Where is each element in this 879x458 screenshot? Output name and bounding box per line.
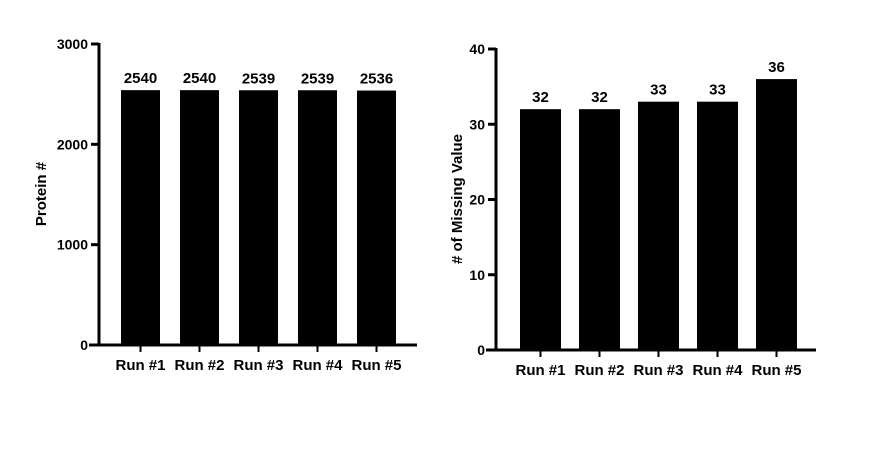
data-label-5: 36 — [768, 59, 785, 76]
bar-1 — [520, 109, 561, 350]
bar-4 — [697, 101, 738, 350]
y-axis-title: Protein # — [33, 161, 50, 226]
bar-2 — [579, 109, 620, 350]
bar-3 — [638, 101, 679, 350]
data-label-3: 33 — [650, 82, 667, 99]
data-label-1: 2540 — [124, 70, 157, 87]
y-tick-label-5: 40 — [469, 41, 485, 57]
x-tick-label-4: Run #4 — [292, 357, 343, 374]
bar-4 — [298, 90, 337, 346]
y-tick-label-3: 2000 — [57, 136, 88, 152]
data-label-2: 2540 — [183, 70, 216, 87]
data-label-4: 2539 — [301, 70, 334, 87]
x-tick-label-3: Run #3 — [633, 362, 683, 379]
missing-value-chart: # of Missing Value 32 Run #1 32 Run #2 33 Run… — [449, 41, 816, 379]
x-tick-label-5: Run #5 — [751, 362, 801, 379]
y-tick-label-4: 3000 — [57, 36, 88, 52]
data-label-4: 33 — [709, 82, 726, 99]
x-tick-label-1: Run #1 — [115, 357, 165, 374]
bar-2 — [180, 90, 219, 345]
bar-1 — [121, 90, 160, 345]
y-axis-title: # of Missing Value — [449, 134, 466, 264]
x-tick-label-3: Run #3 — [233, 357, 283, 374]
y-tick-label-4: 30 — [469, 116, 485, 132]
data-label-5: 2536 — [360, 71, 393, 88]
bar-3 — [239, 90, 278, 346]
y-tick-label-2: 1000 — [57, 237, 88, 253]
y-tick-label-1: 0 — [477, 342, 485, 358]
x-tick-label-1: Run #1 — [515, 362, 565, 379]
data-label-2: 32 — [591, 89, 608, 106]
y-tick-label-2: 10 — [469, 267, 485, 283]
x-tick-label-2: Run #2 — [174, 357, 224, 374]
x-tick-label-5: Run #5 — [351, 357, 401, 374]
protein-count-chart: Protein # 2540 Run #1 2540 Run #2 2539 Run #3… — [33, 36, 417, 374]
y-tick-label-3: 20 — [469, 192, 485, 208]
data-label-3: 2539 — [242, 70, 275, 87]
x-tick-label-2: Run #2 — [574, 362, 624, 379]
data-label-1: 32 — [532, 89, 549, 106]
bar-5 — [756, 79, 797, 350]
y-tick-label-1: 0 — [80, 337, 88, 353]
x-tick-label-4: Run #4 — [692, 362, 743, 379]
bar-5 — [357, 90, 396, 346]
